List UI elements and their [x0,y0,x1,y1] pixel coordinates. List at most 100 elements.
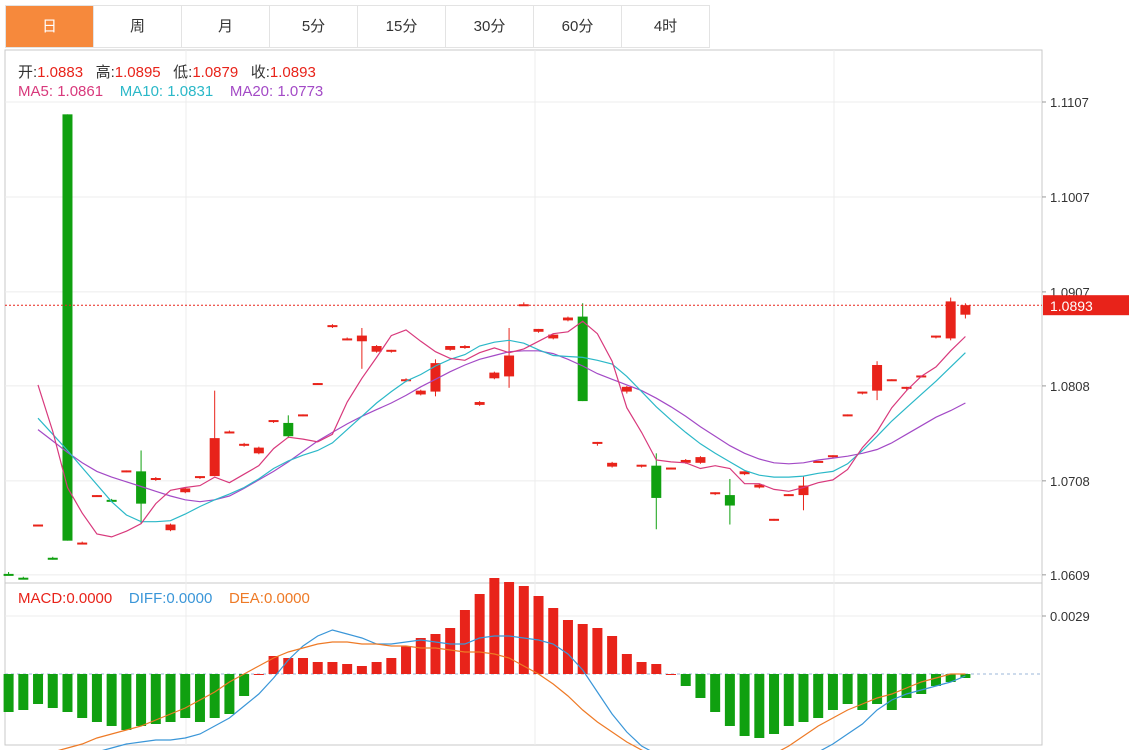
macd-bar [680,674,691,686]
candle [710,492,721,496]
macd-bar [224,674,235,714]
macd-bar [209,674,220,718]
macd-label: MACD: [18,590,67,607]
y-tick-label-3: 1.0808 [1050,379,1090,394]
candle [842,414,853,417]
candle-body [886,379,897,382]
candle [474,401,485,406]
macd-bar [371,662,382,674]
candle-body [165,524,176,531]
macd-bar [504,582,515,674]
ma-info: MA5: 1.0861 MA10: 1.0831 MA20: 1.0773 [18,83,323,100]
candle-body [136,471,147,504]
candle [592,441,603,446]
candle-body [945,301,956,339]
macd-bar [548,608,559,674]
macd-bar [62,674,73,712]
macd-bar [33,674,44,704]
macd-bar [283,658,294,674]
macd-dea-line [57,641,966,750]
tab-4[interactable]: 15分 [358,6,446,47]
candle-body [504,355,515,377]
high-label: 高: [95,64,115,81]
ma5-value: 1.0861 [57,83,104,100]
macd-bar [121,674,132,730]
macd-tick-label-0: 0.0029 [1050,609,1090,624]
candle [371,345,382,353]
macd-bar [150,674,161,724]
candle-body [754,484,765,488]
low-label: 低: [173,64,193,81]
dea-value: 0.0000 [263,590,310,607]
candle [445,346,456,351]
candle [489,371,500,380]
candle [754,483,765,489]
macd-info: MACD:0.0000 DIFF:0.0000 DEA:0.0000 [18,590,310,607]
candle-body [401,379,412,382]
macd-bar [239,674,250,696]
candle [636,464,647,468]
macd-bar [77,674,88,718]
candle [857,391,868,395]
tab-5[interactable]: 30分 [446,6,534,47]
ma5-label: MA5: [18,83,54,100]
candle-body [356,335,367,342]
candle [651,453,662,530]
tab-0[interactable]: 日 [6,6,94,47]
chart-frame [4,49,1043,746]
candle-body [636,464,647,467]
candle [798,476,809,511]
macd-bar [577,624,588,674]
macd-bar [474,594,485,674]
y-tick-label-1: 1.1007 [1050,190,1090,205]
candle-body [33,524,44,527]
macd-bar [592,628,603,674]
candle-body [872,365,883,391]
current-price-label: 1.0893 [1050,298,1093,314]
macd-bar [268,656,279,674]
candle-body [430,363,441,392]
macd-bar [754,674,765,738]
tab-2[interactable]: 月 [182,6,270,47]
candle [3,572,14,576]
candle [945,297,956,341]
macd-bar [621,654,632,674]
macd-bar [724,674,735,726]
candle-body [842,414,853,417]
candle [239,442,250,447]
candle-body [592,441,603,444]
candle [739,471,750,476]
ma10-label: MA10: [119,83,164,100]
macd-bar [91,674,102,722]
high-value: 1.0895 [114,64,161,81]
candle [562,316,573,322]
candle-body [680,459,691,463]
candle-body [739,471,750,475]
tab-1[interactable]: 周 [94,6,182,47]
candle-body [239,443,250,446]
diff-value: 0.0000 [166,590,213,607]
macd-bar [636,662,647,674]
macd-bar [562,620,573,674]
macd-bar [783,674,794,726]
tab-7[interactable]: 4时 [622,6,710,47]
candle-body [342,338,353,341]
tab-3[interactable]: 5分 [270,6,358,47]
candle [327,324,338,328]
candle [901,386,912,390]
candle [77,541,88,545]
candle [533,328,544,333]
dea-label: DEA: [228,590,264,607]
candle-body [62,114,73,541]
ma10-value: 1.0831 [167,83,214,100]
candle-body [445,346,456,350]
macd-bar [342,664,353,674]
candle [194,476,205,479]
candle [209,390,220,477]
macd-bar [916,674,927,694]
candle [47,556,58,560]
candle-body [47,557,58,560]
candle-body [489,372,500,379]
tab-6[interactable]: 60分 [534,6,622,47]
